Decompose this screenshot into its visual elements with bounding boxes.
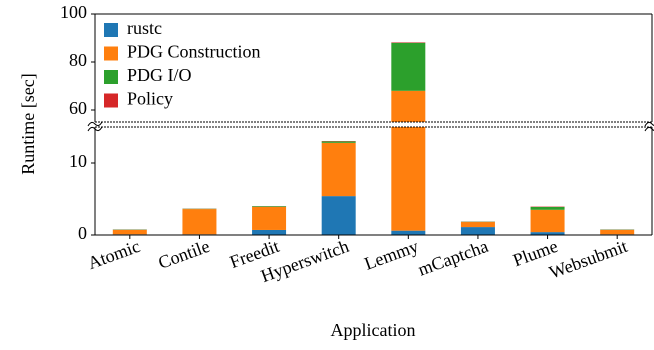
bar-segment — [460, 222, 495, 228]
bar-panel — [112, 127, 635, 235]
x-tick-label: Websubmit — [546, 236, 629, 283]
bar-panel — [391, 42, 426, 122]
y-tick-label: 100 — [60, 2, 87, 22]
bar-segment — [321, 196, 356, 235]
legend-swatch — [104, 46, 118, 61]
y-tick-label: 60 — [69, 98, 87, 118]
legend-label: Policy — [127, 89, 173, 109]
frame — [87, 13, 654, 236]
x-tick-label: Atomic — [85, 236, 143, 273]
bar-segment — [321, 142, 356, 197]
bar-segment — [252, 206, 287, 207]
y-tick-label: 10 — [69, 151, 87, 171]
bar-segment — [391, 230, 426, 235]
legend-label: PDG Construction — [127, 42, 261, 62]
x-tick-label: mCaptcha — [415, 236, 490, 280]
legend-label: PDG I/O — [127, 65, 192, 85]
bar-segment — [530, 206, 565, 210]
bar-segment — [112, 229, 147, 235]
bar-segment — [460, 227, 495, 235]
bar-segment — [600, 229, 635, 235]
x-axis-title: Application — [331, 320, 416, 340]
y-tick-label: 80 — [69, 50, 87, 70]
y-axis-title: Runtime [sec] — [18, 73, 38, 174]
bar-segment — [530, 209, 565, 233]
break-mark — [644, 121, 654, 132]
x-tick-label: Lemmy — [362, 236, 421, 274]
legend-swatch — [104, 93, 118, 108]
bar-segment — [391, 127, 426, 231]
bar-segment — [391, 90, 426, 122]
legend-swatch — [104, 23, 118, 37]
bar-segment — [252, 206, 287, 230]
bar-segment — [391, 42, 426, 91]
bar-segment — [182, 209, 217, 235]
y-tick-label: 0 — [78, 223, 87, 243]
bars — [112, 42, 635, 235]
legend-swatch — [104, 70, 118, 84]
break-mark — [87, 121, 103, 132]
bar-segment — [321, 141, 356, 143]
bar-segment — [530, 232, 565, 235]
legend-label: rustc — [127, 18, 162, 38]
x-tick-label: Contile — [156, 236, 213, 273]
bar-segment — [252, 229, 287, 235]
